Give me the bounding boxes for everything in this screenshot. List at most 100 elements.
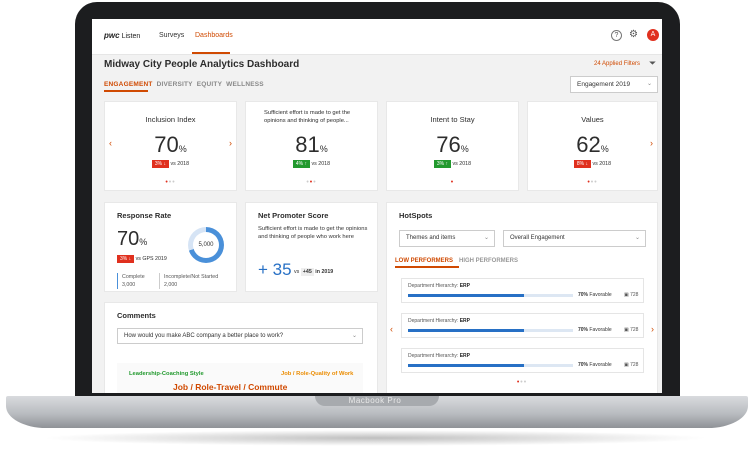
kpi-title: Values xyxy=(581,115,604,124)
carousel-dots: • xyxy=(450,179,455,186)
card-title: Comments xyxy=(117,311,156,320)
delta-badge: 4% ↑ xyxy=(292,160,311,168)
kpi-delta: 3% ↓ vs 2018 xyxy=(105,160,236,168)
laptop-notch xyxy=(315,396,439,406)
pwc-logo[interactable]: pwc Listen xyxy=(104,31,140,40)
laptop-shadow xyxy=(40,430,710,446)
favorable-bar xyxy=(408,364,573,367)
kpi-card-values: Values 62% 8% ↓ vs 2018 › ••• xyxy=(527,101,658,191)
kpi-delta: 8% ↓ vs 2018 xyxy=(528,160,657,168)
product-name: Listen xyxy=(121,33,141,40)
card-title: Response Rate xyxy=(117,211,172,220)
chevron-right-icon[interactable]: › xyxy=(650,138,653,148)
period-select[interactable]: Engagement 2019 ⌄ xyxy=(570,76,658,93)
kpi-value: 81% xyxy=(295,132,328,157)
chevron-left-icon[interactable]: ‹ xyxy=(109,138,112,148)
comment-question-select[interactable]: How would you make ABC company a better … xyxy=(117,328,363,344)
nps-value: + 35 xyxy=(258,260,292,279)
tab-low-performers[interactable]: LOW PERFORMERS xyxy=(395,258,453,264)
card-title: Net Promoter Score xyxy=(258,211,329,220)
response-rate-value: 70% xyxy=(117,228,148,250)
word-cloud-term[interactable]: Job / Role-Travel / Commute xyxy=(173,382,288,392)
word-cloud: Leadership-Coaching Style Job / Role-Qua… xyxy=(117,363,363,393)
tab-wellness[interactable]: WELLNESS xyxy=(226,81,264,88)
favorable-bar xyxy=(408,294,573,297)
chevron-right-icon[interactable]: › xyxy=(651,324,654,334)
tab-equity[interactable]: EQUITY xyxy=(196,81,223,88)
card-title: HotSpots xyxy=(399,211,433,220)
gear-icon[interactable]: ⚙ xyxy=(629,29,638,40)
complete-stat: Complete 3,000 xyxy=(117,273,145,289)
engagement-select[interactable]: Overall Engagement ⌄ xyxy=(503,230,646,247)
themes-select[interactable]: Themes and items ⌄ xyxy=(399,230,495,247)
kpi-delta: 3% ↑ vs 2018 xyxy=(387,160,518,168)
chevron-down-icon: ⌄ xyxy=(483,235,489,241)
top-navigation: pwc Listen Surveys Dashboards ? ⚙ A xyxy=(92,19,662,55)
favorable-bar xyxy=(408,329,573,332)
favorable-bar-fill xyxy=(408,294,524,297)
response-rate-delta: 3% ↓ vs GPS 2019 xyxy=(117,255,167,263)
hotspot-row[interactable]: Department Hierarchy: ERP 70% Favorable … xyxy=(401,278,644,303)
kpi-value: 76% xyxy=(436,132,469,157)
favorable-bar-fill xyxy=(408,364,524,367)
kpi-title: Sufficient effort is made to get the opi… xyxy=(264,110,351,124)
tab-active-indicator xyxy=(104,90,148,92)
word-cloud-term[interactable]: Job / Role-Quality of Work xyxy=(281,371,354,377)
favorable-bar-fill xyxy=(408,329,524,332)
chevron-right-icon[interactable]: › xyxy=(229,138,232,148)
tab-diversity[interactable]: DIVERSITY xyxy=(156,81,193,88)
chevron-left-icon[interactable]: ‹ xyxy=(390,324,393,334)
period-select-value: Engagement 2019 xyxy=(577,81,631,88)
kpi-card-intent: Intent to Stay 76% 3% ↑ vs 2018 • xyxy=(386,101,519,191)
nav-dashboards[interactable]: Dashboards xyxy=(195,32,233,39)
hotspot-row[interactable]: Department Hierarchy: ERP 70% Favorable … xyxy=(401,348,644,373)
logo-text: pwc xyxy=(104,31,120,40)
response-ring-chart: 5,000 xyxy=(188,227,224,263)
ring-total: 5,000 xyxy=(193,232,219,258)
carousel-dots: ••• xyxy=(516,379,528,386)
carousel-dots: ••• xyxy=(306,179,317,186)
kpi-title: Intent to Stay xyxy=(430,115,475,124)
incomplete-stat: Incomplete/Not Started 2,000 xyxy=(159,273,218,289)
carousel-dots: ••• xyxy=(165,179,176,186)
people-icon: ▣ xyxy=(624,327,629,333)
nps-comparison: vs +45 in 2019 xyxy=(294,268,334,276)
nav-active-indicator xyxy=(192,52,230,54)
page-title: Midway City People Analytics Dashboard xyxy=(104,59,300,70)
word-cloud-term[interactable]: Leadership-Coaching Style xyxy=(129,371,204,377)
people-icon: ▣ xyxy=(624,362,629,368)
response-rate-card: Response Rate 70% 3% ↓ vs GPS 2019 5,000… xyxy=(104,202,237,292)
dashboard-tabs: ENGAGEMENT DIVERSITY EQUITY WELLNESS xyxy=(104,81,268,88)
nav-surveys[interactable]: Surveys xyxy=(159,32,185,39)
hotspot-row[interactable]: Department Hierarchy: ERP 70% Favorable … xyxy=(401,313,644,338)
delta-badge: 3% ↓ xyxy=(151,160,170,168)
nps-description: Sufficient effort is made to get the opi… xyxy=(258,226,368,240)
carousel-dots: ••• xyxy=(587,179,598,186)
kpi-value: 70% xyxy=(154,132,187,157)
applied-filters-link[interactable]: 24 Applied Filters xyxy=(594,61,641,67)
hotspots-card: HotSpots Themes and items ⌄ Overall Engag… xyxy=(386,202,658,393)
kpi-delta: 4% ↑ vs 2018 xyxy=(246,160,377,168)
comments-card: Comments How would you make ABC company … xyxy=(104,302,378,393)
tab-active-indicator xyxy=(395,266,459,268)
delta-badge: 8% ↓ xyxy=(573,160,592,168)
kpi-card-inclusion: Inclusion Index 70% 3% ↓ vs 2018 ‹ › ••• xyxy=(104,101,237,191)
help-icon[interactable]: ? xyxy=(611,30,622,41)
avatar[interactable]: A xyxy=(647,29,659,41)
filter-icon[interactable]: ⏷ xyxy=(649,58,657,68)
delta-badge: 3% ↑ xyxy=(433,160,452,168)
kpi-value: 62% xyxy=(576,132,609,157)
kpi-card-effort: Sufficient effort is made to get the opi… xyxy=(245,101,378,191)
kpi-title: Inclusion Index xyxy=(145,115,196,124)
dashboard-screen: pwc Listen Surveys Dashboards ? ⚙ A Midwa… xyxy=(92,19,662,393)
tab-high-performers[interactable]: HIGH PERFORMERS xyxy=(459,258,519,264)
tab-engagement[interactable]: ENGAGEMENT xyxy=(104,81,153,88)
nps-card: Net Promoter Score Sufficient effort is … xyxy=(245,202,378,292)
device-model-label: Macbook Pro xyxy=(348,396,402,405)
chevron-down-icon: ⌄ xyxy=(634,235,640,241)
performer-tabs: LOW PERFORMERS HIGH PERFORMERS xyxy=(395,258,524,264)
people-icon: ▣ xyxy=(624,292,629,298)
laptop-base xyxy=(6,396,748,428)
delta-badge: 3% ↓ xyxy=(117,255,135,263)
